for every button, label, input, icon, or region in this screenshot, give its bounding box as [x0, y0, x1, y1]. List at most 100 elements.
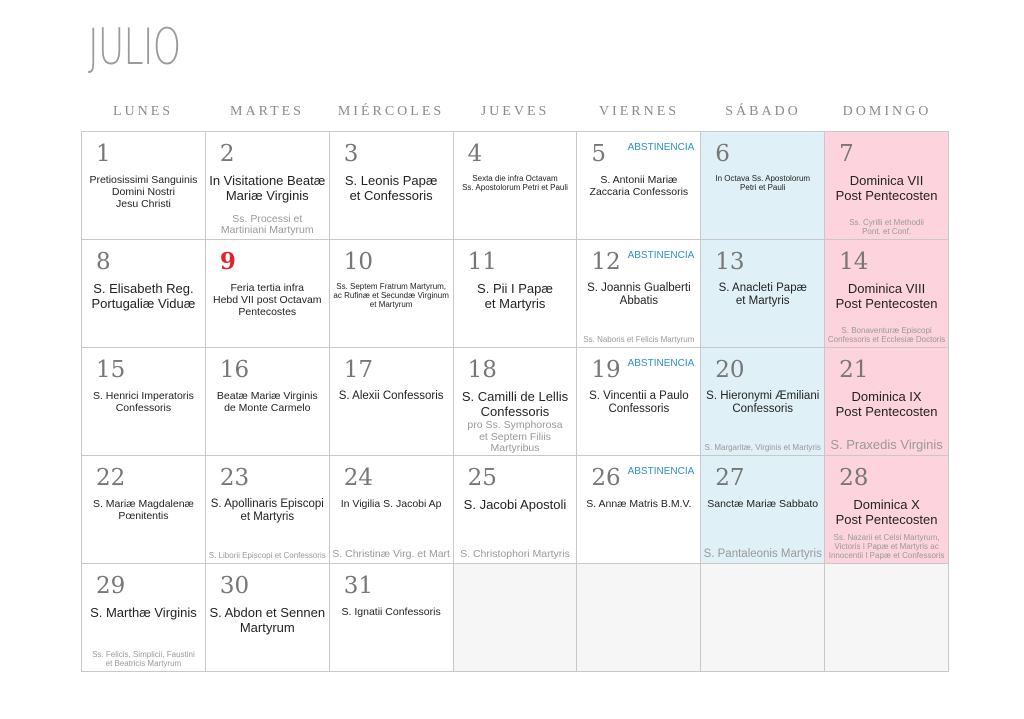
commemoration-note: S. Christophori Martyris [460, 548, 570, 561]
feast-title: Dominica X Post Pentecosten [835, 497, 938, 527]
day-cell[interactable]: 9 Feria tertia infra Hebd VII post Octava… [205, 240, 330, 348]
feast-title: S. Leonis Papæ et Confessoris [344, 173, 438, 203]
commemoration-note: S. Christinæ Virg. et Mart [332, 548, 450, 561]
day-number: 11 [467, 249, 497, 275]
feast-title: S. Hieronymi Æmiliani Confessoris [706, 390, 820, 416]
day-cell[interactable]: 25 S. Jacobi Apostoli S. Christophori Mart… [453, 456, 578, 564]
empty-cell [453, 564, 578, 672]
day-number: 18 [467, 357, 497, 383]
commemoration-note: S. Liborii Episcopi et Confessoris [208, 551, 326, 561]
day-cell[interactable]: 1 Pretiosissimi Sanguinis Domini Nostri J… [82, 132, 206, 240]
day-number: 22 [96, 465, 126, 491]
day-cell[interactable]: 4 Sexta die infra Octavam Ss. Apostolorum… [453, 132, 578, 240]
day-cell[interactable]: 10 Ss. Septem Fratrum Martyrum, ac Rufinæ… [329, 240, 454, 348]
feast-title: S. Annæ Matris B.M.V. [586, 498, 692, 510]
day-number: 7 [839, 141, 854, 167]
day-number: 12 [591, 249, 621, 275]
day-cell[interactable]: 26 ABSTINENCIA S. Annæ Matris B.M.V. [577, 456, 702, 564]
day-cell[interactable]: 17 S. Alexii Confessoris [329, 348, 454, 456]
day-cell[interactable]: 18 S. Camilli de Lellis Confessoris pro Ss… [453, 348, 578, 456]
weekday-label: JUEVES [480, 104, 550, 119]
weekday-label: DOMINGO [842, 104, 932, 119]
day-cell[interactable]: 7 Dominica VII Post Pentecosten Ss. Cyrill… [825, 132, 949, 240]
day-cell[interactable]: 16 Beatæ Mariæ Virginis de Monte Carmelo [205, 348, 330, 456]
empty-cell [825, 564, 949, 672]
feast-title: S. Ignatii Confessoris [341, 606, 441, 618]
commemoration-note: Ss. Naboris et Felicis Martyrum [583, 335, 695, 345]
weekday-header: LUNES MARTES MIÉRCOLES JUEVES VIERNES SÁBADO D… [81, 104, 949, 120]
day-number: 4 [467, 141, 483, 167]
day-number: 23 [219, 465, 250, 491]
empty-cell [577, 564, 702, 672]
day-number: 5 [591, 141, 607, 167]
day-cell[interactable]: 22 S. Mariæ Magdalenæ Pœnitentis [82, 456, 206, 564]
month-title: JULIO [88, 18, 181, 76]
day-number: 26 [591, 465, 621, 491]
day-number: 20 [715, 357, 745, 383]
commemoration-note: S. Margaritæ, Virginis et Martyris [704, 443, 821, 453]
day-number: 9 [219, 248, 236, 275]
calendar-grid: 1 Pretiosissimi Sanguinis Domini Nostri J… [81, 131, 949, 672]
abstinencia-badge: ABSTINENCIA [627, 250, 695, 261]
commemoration-note: S. Praxedis Virginis [830, 437, 943, 453]
commemoration-note: S. Bonaventuræ Episcopi Confessoris et E… [827, 326, 946, 345]
day-cell[interactable]: 2 In Visitatione Beatæ Mariæ Virginis Ss. … [205, 132, 330, 240]
day-number: 3 [343, 141, 359, 167]
commemoration-note: Ss. Nazarii et Celsi Martyrum, Victoris … [828, 533, 945, 561]
feast-title: In Visitatione Beatæ Mariæ Virginis [209, 173, 326, 203]
day-cell[interactable]: 24 In Vigilia S. Jacobi Ap S. Christinæ Vi… [329, 456, 454, 564]
feast-title: Ss. Septem Fratrum Martyrum, ac Rufinæ e… [333, 282, 449, 310]
day-cell[interactable]: 8 S. Elisabeth Reg. Portugaliæ Viduæ [82, 240, 206, 348]
day-cell[interactable]: 23 S. Apollinaris Episcopi et Martyris S. … [205, 456, 330, 564]
feast-title: Pretiosissimi Sanguinis Domini Nostri Je… [89, 174, 198, 211]
day-number: 6 [715, 141, 730, 167]
abstinencia-badge: ABSTINENCIA [627, 358, 695, 369]
feast-title: Dominica VIII Post Pentecosten [835, 281, 938, 311]
day-cell[interactable]: 3 S. Leonis Papæ et Confessoris [329, 132, 454, 240]
feast-title: Beatæ Mariæ Virginis de Monte Carmelo [216, 390, 318, 415]
day-cell[interactable]: 29 S. Marthæ Virginis Ss. Felicis, Simplic… [82, 564, 206, 672]
day-cell[interactable]: 31 S. Ignatii Confessoris [329, 564, 454, 672]
feast-title: S. Henrici Imperatoris Confessoris [92, 390, 194, 415]
weekday-label: VIERNES [598, 104, 680, 119]
day-number: 30 [219, 573, 250, 599]
day-cell[interactable]: 30 S. Abdon et Sennen Martyrum [205, 564, 330, 672]
weekday-label: SÁBADO [725, 104, 801, 119]
feast-title: S. Pii I Papæ et Martyris [477, 281, 553, 311]
day-cell[interactable]: 28 Dominica X Post Pentecosten Ss. Nazarii… [825, 456, 949, 564]
feast-title: Dominica VII Post Pentecosten [835, 173, 938, 203]
day-cell[interactable]: 19 ABSTINENCIA S. Vincentii a Paulo Confes… [577, 348, 702, 456]
feast-title: Dominica IX Post Pentecosten [835, 389, 938, 419]
feast-title: Feria tertia infra Hebd VII post Octavam… [212, 282, 322, 319]
day-number: 15 [96, 357, 126, 383]
feast-title: S. Marthæ Virginis [90, 605, 197, 620]
weekday-label: LUNES [112, 104, 174, 119]
commemoration-note: Ss. Processi et Martiniani Martyrum [220, 212, 314, 237]
day-cell[interactable]: 6 In Octava Ss. Apostolorum Petri et Paul… [701, 132, 826, 240]
abstinencia-badge: ABSTINENCIA [627, 142, 695, 153]
feast-title: S. Jacobi Apostoli [463, 497, 567, 512]
day-cell[interactable]: 27 Sanctæ Mariæ Sabbato S. Pantaleonis Mar… [701, 456, 826, 564]
day-number: 31 [343, 573, 373, 599]
day-cell[interactable]: 20 S. Hieronymi Æmiliani Confessoris S. Ma… [701, 348, 826, 456]
abstinencia-badge: ABSTINENCIA [627, 466, 695, 477]
day-cell[interactable]: 13 S. Anacleti Papæ et Martyris [701, 240, 826, 348]
day-cell[interactable]: 14 Dominica VIII Post Pentecosten S. Bonav… [825, 240, 949, 348]
day-number: 17 [343, 357, 373, 383]
day-cell[interactable]: 21 Dominica IX Post Pentecosten S. Praxedi… [825, 348, 949, 456]
day-cell[interactable]: 12 ABSTINENCIA S. Joannis Gualberti Abbati… [577, 240, 702, 348]
commemoration-note: Ss. Felicis, Simplicii, Faustini et Beat… [92, 650, 195, 669]
day-number: 8 [96, 249, 111, 275]
day-number: 25 [467, 465, 497, 491]
feast-title: S. Elisabeth Reg. Portugaliæ Viduæ [91, 281, 196, 311]
day-number: 16 [219, 357, 250, 383]
empty-cell [701, 564, 826, 672]
day-cell[interactable]: 15 S. Henrici Imperatoris Confessoris [82, 348, 206, 456]
feast-title: S. Apollinaris Episcopi et Martyris [210, 498, 324, 524]
day-cell[interactable]: 5 ABSTINENCIA S. Antonii Mariæ Zaccaria Co… [577, 132, 702, 240]
commemoration-note: pro Ss. Symphorosa et Septem Filiis Mart… [467, 418, 563, 455]
feast-title: Sanctæ Mariæ Sabbato [707, 498, 819, 510]
day-number: 29 [96, 573, 126, 599]
day-cell[interactable]: 11 S. Pii I Papæ et Martyris [453, 240, 578, 348]
day-number: 24 [343, 465, 373, 491]
